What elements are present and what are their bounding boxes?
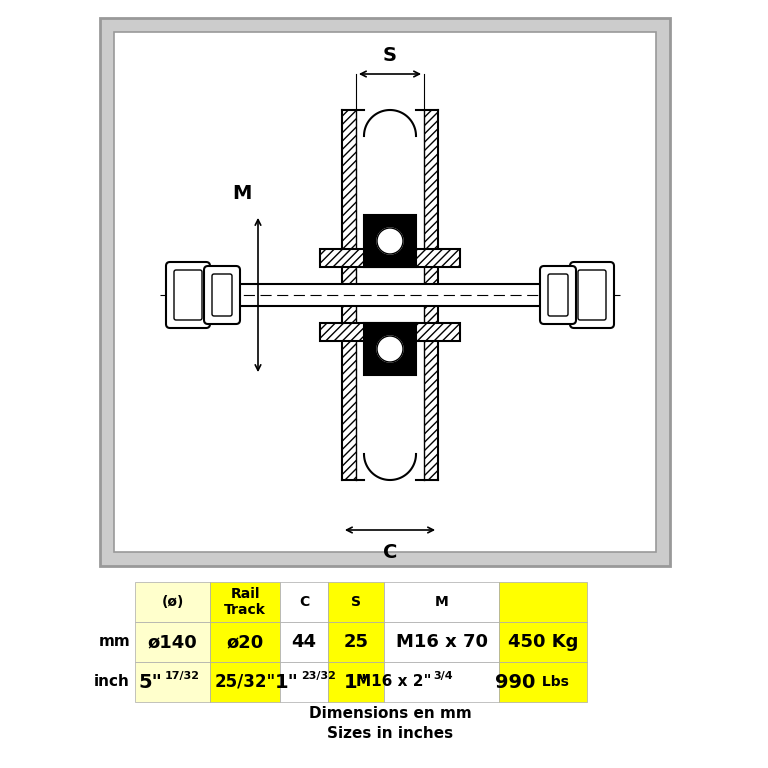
FancyBboxPatch shape	[212, 274, 232, 316]
Text: 990: 990	[495, 673, 535, 691]
Bar	[280, 622, 328, 662]
Text: inch: inch	[94, 674, 130, 690]
Bar	[280, 662, 328, 702]
Text: M16 x 2": M16 x 2"	[356, 674, 432, 690]
Text: 17/32: 17/32	[164, 671, 200, 681]
Text: 25/32": 25/32"	[214, 673, 276, 691]
Text: M: M	[232, 184, 252, 203]
Bar	[210, 662, 280, 702]
Bar	[210, 622, 280, 662]
Text: C: C	[382, 543, 397, 562]
Bar	[424, 110, 438, 480]
Text: Sizes in inches: Sizes in inches	[327, 727, 453, 741]
Bar	[135, 622, 210, 662]
Bar	[384, 662, 499, 702]
Text: 1": 1"	[344, 673, 368, 691]
Text: 1": 1"	[275, 673, 299, 691]
Text: S: S	[383, 46, 397, 65]
Bar	[328, 622, 384, 662]
Text: Rail
Track: Rail Track	[224, 587, 266, 617]
Bar	[328, 582, 384, 622]
Text: 5": 5"	[139, 673, 163, 691]
Text: ø140: ø140	[147, 633, 197, 651]
Bar	[210, 582, 280, 622]
Bar	[320, 323, 460, 341]
FancyBboxPatch shape	[578, 270, 606, 320]
Bar	[135, 662, 210, 702]
FancyBboxPatch shape	[174, 270, 202, 320]
Text: Lbs: Lbs	[537, 675, 569, 689]
Text: 3/4: 3/4	[433, 671, 453, 681]
Bar	[114, 32, 656, 552]
Text: C: C	[299, 595, 310, 609]
FancyBboxPatch shape	[570, 262, 614, 328]
Bar	[356, 110, 424, 480]
Bar	[342, 110, 356, 480]
FancyBboxPatch shape	[548, 274, 568, 316]
Text: S: S	[351, 595, 361, 609]
Bar	[384, 582, 499, 622]
Text: 44: 44	[292, 633, 316, 651]
Text: Dimensions en mm: Dimensions en mm	[309, 707, 472, 721]
Bar	[364, 323, 416, 375]
Bar	[170, 284, 610, 306]
Bar	[499, 622, 587, 662]
Text: (ø): (ø)	[161, 595, 184, 609]
Text: 23/32: 23/32	[301, 671, 336, 681]
FancyBboxPatch shape	[204, 266, 240, 324]
Text: ø20: ø20	[227, 633, 263, 651]
Circle shape	[377, 228, 403, 254]
Bar	[280, 582, 328, 622]
Bar	[100, 18, 670, 566]
FancyBboxPatch shape	[166, 262, 210, 328]
Text: M16 x 70: M16 x 70	[396, 633, 488, 651]
Text: 25: 25	[343, 633, 369, 651]
Bar	[320, 249, 460, 267]
Text: M: M	[435, 595, 449, 609]
Bar	[135, 582, 210, 622]
Bar	[499, 662, 587, 702]
Text: 450 Kg: 450 Kg	[508, 633, 578, 651]
Bar	[328, 662, 384, 702]
Bar	[364, 215, 416, 267]
Bar	[499, 582, 587, 622]
Text: mm: mm	[98, 634, 130, 650]
FancyBboxPatch shape	[540, 266, 576, 324]
Bar	[384, 622, 499, 662]
Circle shape	[377, 336, 403, 362]
